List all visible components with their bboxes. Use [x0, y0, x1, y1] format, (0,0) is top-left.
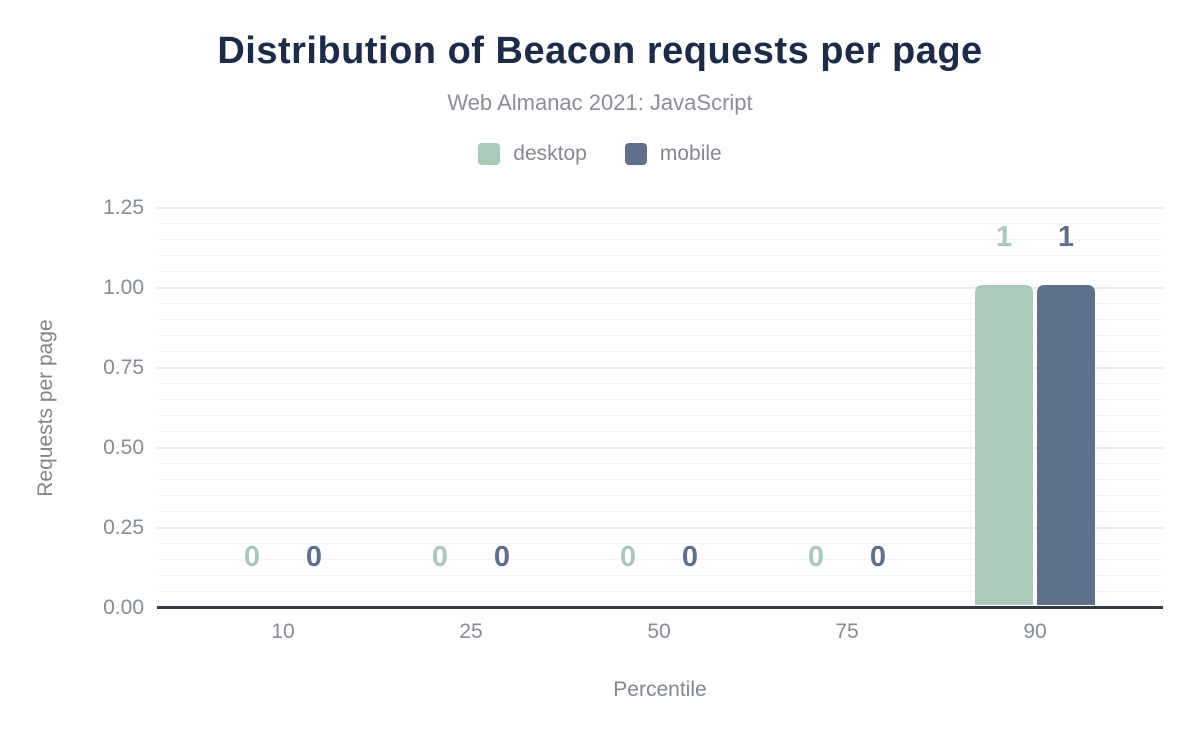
- gridline-minor: [157, 463, 1163, 464]
- y-tick-label: 1.25: [103, 196, 144, 219]
- x-tick-label: 25: [459, 620, 483, 643]
- chart-subtitle: Web Almanac 2021: JavaScript: [447, 90, 753, 115]
- gridline-minor: [157, 591, 1163, 592]
- plot-area: 0.00 0.25 0.50 0.75 1.00 1.25 0 0 10 0 0 25 0 0 50 0 0 75…: [103, 196, 1163, 643]
- y-axis-title: Requests per page: [34, 319, 57, 497]
- x-tick-label: 10: [271, 620, 295, 643]
- chart-title: Distribution of Beacon requests per page: [217, 30, 983, 72]
- gridline-minor: [157, 575, 1163, 576]
- gridline-minor: [157, 319, 1163, 320]
- gridline-major: [157, 527, 1163, 529]
- gridline-minor: [157, 335, 1163, 336]
- y-tick-label: 0.50: [103, 436, 144, 459]
- value-label-mobile: 0: [869, 541, 887, 573]
- gridline-minor: [157, 383, 1163, 384]
- bar-mobile[interactable]: [1037, 285, 1095, 605]
- x-axis-line: [157, 606, 1163, 609]
- gridline-minor: [157, 271, 1163, 272]
- legend-label: mobile: [659, 142, 722, 165]
- gridline-minor: [157, 223, 1163, 224]
- value-label-desktop: 0: [431, 541, 449, 573]
- x-tick-label: 75: [835, 620, 859, 643]
- y-tick-label: 1.00: [103, 276, 144, 299]
- legend-swatch-desktop: [478, 143, 501, 165]
- value-label-desktop: 0: [619, 541, 637, 573]
- gridline-minor: [157, 495, 1163, 496]
- y-tick-label: 0.75: [103, 356, 144, 379]
- y-tick-label: 0.25: [103, 516, 144, 539]
- value-label-desktop: 0: [243, 541, 261, 573]
- gridline-minor: [157, 255, 1163, 256]
- gridline-minor: [157, 351, 1163, 352]
- value-label-mobile: 0: [681, 541, 699, 573]
- value-label-mobile: 0: [493, 541, 511, 573]
- gridline-minor: [157, 415, 1163, 416]
- legend: desktop mobile: [0, 140, 1200, 168]
- x-tick-label: 90: [1023, 620, 1047, 643]
- legend-swatch-mobile: [624, 143, 647, 165]
- gridline-major: [157, 207, 1163, 209]
- gridline-minor: [157, 559, 1163, 560]
- gridline-minor: [157, 431, 1163, 432]
- gridline-minor: [157, 239, 1163, 240]
- gridline-major: [157, 367, 1163, 369]
- gridline-minor: [157, 303, 1163, 304]
- bar-desktop[interactable]: [975, 285, 1033, 605]
- gridline-major: [157, 287, 1163, 289]
- gridline-minor: [157, 479, 1163, 480]
- value-label-mobile: 0: [305, 541, 323, 573]
- x-axis-title: Percentile: [613, 678, 707, 701]
- gridline-minor: [157, 399, 1163, 400]
- value-label-mobile: 1: [1057, 221, 1075, 253]
- legend-item-mobile[interactable]: mobile: [624, 142, 722, 166]
- value-label-desktop: 0: [807, 541, 825, 573]
- value-label-desktop: 1: [995, 221, 1013, 253]
- x-tick-label: 50: [647, 620, 671, 643]
- gridline-minor: [157, 543, 1163, 544]
- y-tick-label: 0.00: [103, 596, 144, 619]
- legend-item-desktop[interactable]: desktop: [478, 142, 587, 166]
- gridline-major: [157, 447, 1163, 449]
- legend-label: desktop: [513, 142, 587, 165]
- gridline-minor: [157, 511, 1163, 512]
